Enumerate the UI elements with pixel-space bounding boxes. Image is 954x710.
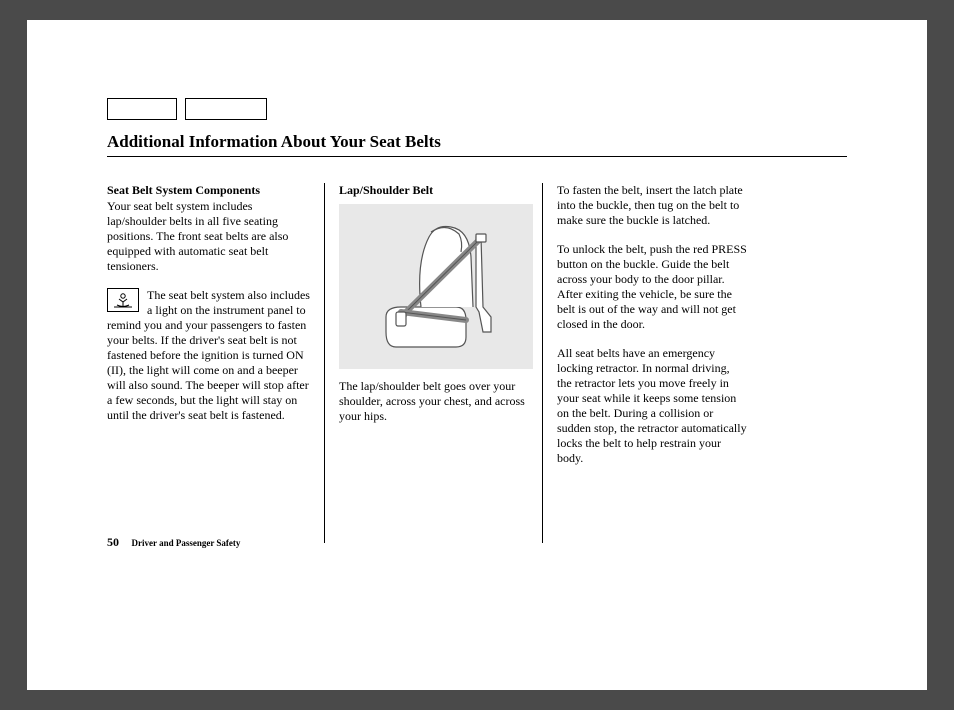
page-number: 50 [107,535,119,549]
col1-para1: Your seat belt system includes lap/shoul… [107,199,310,274]
ref-box-2 [185,98,267,120]
top-reference-boxes [107,98,847,120]
page-title: Additional Information About Your Seat B… [107,132,847,157]
content-columns: Seat Belt System Components Your seat be… [107,183,847,543]
col2-para1: The lap/shoulder belt goes over your sho… [339,379,528,424]
section-name: Driver and Passenger Safety [132,538,241,548]
column-1: Seat Belt System Components Your seat be… [107,183,325,543]
col1-para2-with-icon: The seat belt system also includes a lig… [107,288,310,423]
manual-page: Additional Information About Your Seat B… [27,20,927,690]
page-footer: 50 Driver and Passenger Safety [107,535,240,550]
seatbelt-warning-icon [107,288,139,312]
col3-para2: To unlock the belt, push the red PRESS b… [557,242,747,332]
seat-belt-illustration [339,204,533,369]
ref-box-1 [107,98,177,120]
col1-heading: Seat Belt System Components [107,183,310,198]
col3-para1: To fasten the belt, insert the latch pla… [557,183,747,228]
col3-para3: All seat belts have an emergency locking… [557,346,747,466]
column-3: To fasten the belt, insert the latch pla… [543,183,761,543]
col2-heading: Lap/Shoulder Belt [339,183,528,198]
column-2: Lap/Shoulder Belt The lap/shoulder belt … [325,183,543,543]
